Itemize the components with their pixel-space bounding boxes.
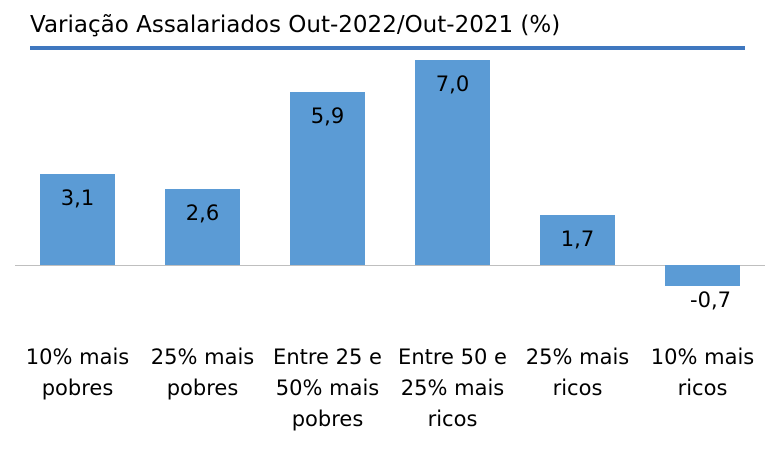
value-label: 2,6 — [185, 200, 220, 225]
value-label: -0,7 — [690, 287, 731, 312]
x-tick-label: 25% mais ricos — [525, 345, 630, 400]
value-label: 3,1 — [60, 186, 95, 211]
value-label: 1,7 — [560, 227, 595, 252]
bar — [40, 174, 115, 265]
bar — [165, 188, 240, 265]
x-tick-label: 10% mais ricos — [650, 345, 755, 400]
x-tick-label: Entre 50 e 25% mais ricos — [398, 345, 507, 431]
x-tick-label: Entre 25 e 50% mais pobres — [273, 345, 382, 431]
x-tick-label: 25% mais pobres — [150, 345, 255, 400]
bar — [665, 265, 740, 286]
value-label: 5,9 — [310, 104, 345, 129]
x-tick-label: 10% mais pobres — [25, 345, 130, 400]
bar — [415, 60, 490, 265]
baseline — [15, 265, 765, 266]
bar — [540, 215, 615, 265]
title-rule — [30, 46, 745, 50]
chart-title: Variação Assalariados Out-2022/Out-2021 … — [30, 12, 561, 38]
value-label: 7,0 — [435, 72, 470, 96]
bar — [290, 92, 365, 265]
